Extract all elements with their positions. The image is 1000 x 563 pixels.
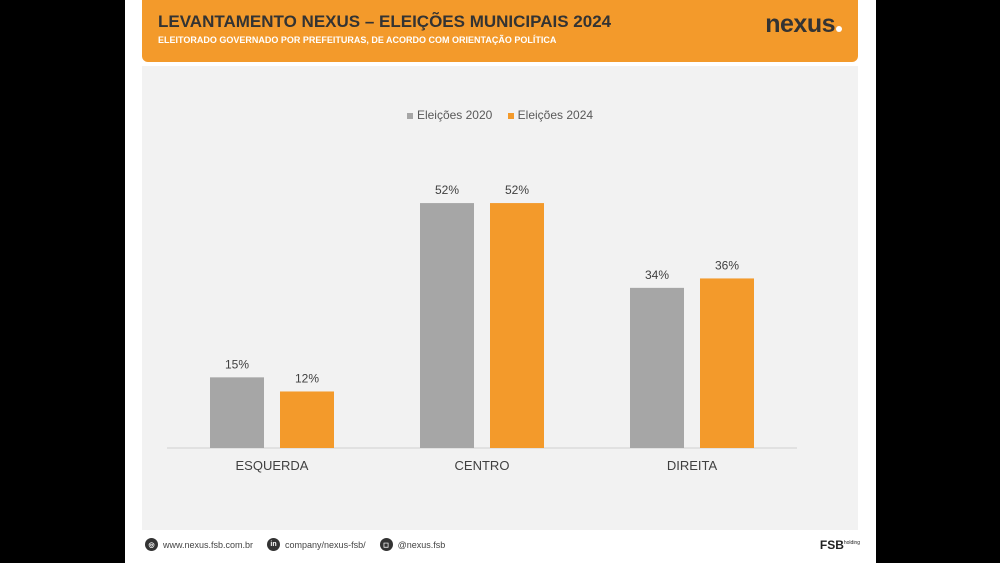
- linkedin-link[interactable]: company/nexus-fsb/: [285, 539, 366, 550]
- header: LEVANTAMENTO NEXUS – ELEIÇÕES MUNICIPAIS…: [142, 0, 858, 62]
- bar-centro-0: [420, 203, 474, 448]
- bar-centro-1: [490, 203, 544, 448]
- category-label: DIREITA: [667, 458, 718, 473]
- bar-chart: 15% 12% ESQUERDA 52% 52% CENTRO 34% 36% DIREITA: [167, 183, 797, 473]
- footer: ◎ www.nexus.fsb.com.br in company/nexus-fs…: [145, 538, 445, 551]
- fsb-sup: holding: [843, 540, 860, 546]
- page-title: LEVANTAMENTO NEXUS – ELEIÇÕES MUNICIPAIS…: [158, 12, 612, 31]
- bar-esquerda-0: [210, 377, 264, 448]
- logo-text: nexus: [765, 10, 835, 38]
- legend-item-2020: Eleições 2020: [406, 108, 493, 122]
- page-subtitle: ELEITORADO GOVERNADO POR PREFEITURAS, DE…: [158, 35, 557, 45]
- chart-panel: Eleições 2020 Eleições 2024 15% 12% ESQUER…: [142, 66, 858, 530]
- data-label: 52%: [435, 183, 459, 197]
- category-label: CENTRO: [455, 458, 510, 473]
- bar-esquerda-1: [280, 391, 334, 448]
- category-label: ESQUERDA: [236, 458, 309, 473]
- slide: LEVANTAMENTO NEXUS – ELEIÇÕES MUNICIPAIS…: [125, 0, 876, 563]
- legend: Eleições 2020 Eleições 2024: [142, 108, 858, 122]
- data-label: 15%: [225, 357, 249, 371]
- data-label: 34%: [645, 268, 669, 282]
- bar-direita-0: [630, 287, 684, 448]
- fsb-text: FSB: [819, 538, 844, 552]
- bar-direita-1: [700, 278, 754, 448]
- globe-icon: ◎: [145, 538, 158, 551]
- fsb-logo: FSBholding: [820, 538, 860, 552]
- data-label: 52%: [505, 183, 529, 197]
- legend-label: Eleições 2024: [517, 108, 594, 122]
- nexus-logo: nexus: [765, 10, 842, 39]
- legend-item-2024: Eleições 2024: [507, 108, 594, 122]
- legend-label: Eleições 2020: [416, 108, 493, 122]
- data-label: 36%: [715, 258, 739, 272]
- data-label: 12%: [295, 371, 319, 385]
- instagram-icon: ◻: [379, 538, 393, 551]
- linkedin-icon: in: [267, 538, 281, 551]
- instagram-link[interactable]: @nexus.fsb: [397, 539, 446, 550]
- website-link[interactable]: www.nexus.fsb.com.br: [163, 539, 254, 550]
